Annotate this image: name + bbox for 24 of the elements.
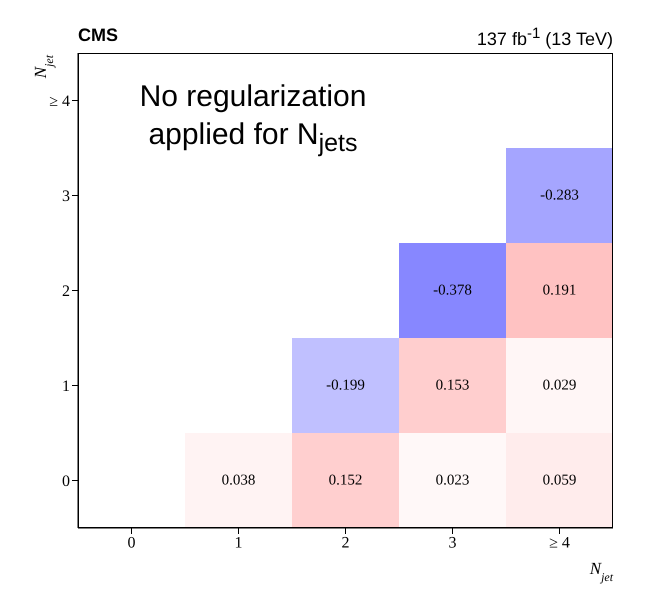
x-tick-label: 1 xyxy=(234,534,242,552)
x-axis-title: N$_{jet}$ xyxy=(588,559,614,584)
data-label: -0.378 xyxy=(433,282,472,298)
y-tick-label: 1 xyxy=(62,378,70,396)
y-tick-label: 3 xyxy=(62,188,70,206)
chart-subtitle: 137 fb$^{-1}$ (13 TeV) xyxy=(476,25,613,50)
data-label: 0.191 xyxy=(542,282,576,298)
x-tick-label: 3 xyxy=(448,534,456,552)
data-label: 0.023 xyxy=(436,472,470,488)
y-tick-label: ≥ 4 xyxy=(49,93,70,110)
data-label: 0.153 xyxy=(436,378,470,394)
chart-title: CMS xyxy=(78,25,118,46)
data-label: -0.283 xyxy=(540,188,579,204)
x-tick-label: 2 xyxy=(342,534,350,552)
data-label: -0.199 xyxy=(326,378,365,394)
x-tick-label: 0 xyxy=(128,534,136,552)
data-label: 0.029 xyxy=(542,378,576,394)
y-tick-label: 2 xyxy=(62,283,70,300)
data-label: 0.038 xyxy=(222,472,256,488)
data-label: 0.152 xyxy=(328,472,362,488)
y-tick-label: 0 xyxy=(62,473,70,490)
annotation: No regularization applied for N$_{jets}$ xyxy=(138,79,368,158)
data-label: 0.059 xyxy=(542,472,576,488)
x-tick-label: ≥ 4 xyxy=(549,534,570,552)
